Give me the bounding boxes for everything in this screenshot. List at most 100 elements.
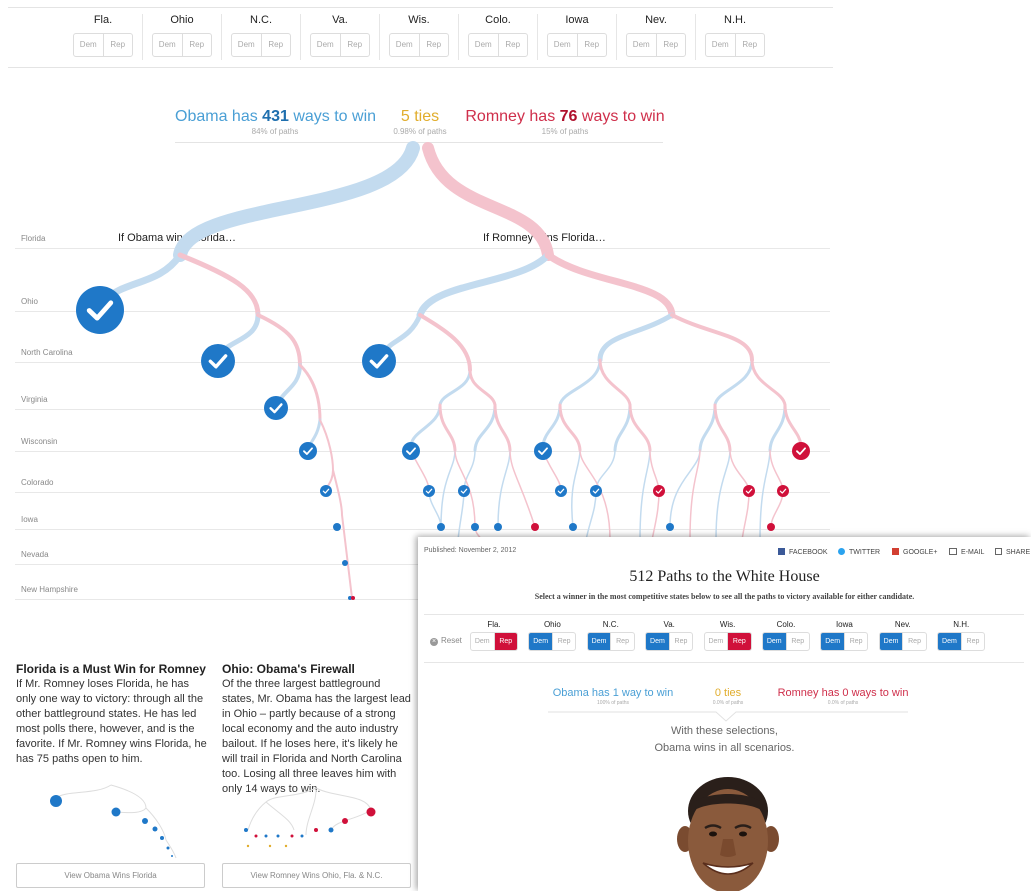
- share-link[interactable]: TWITTER: [838, 548, 880, 556]
- branch: [420, 315, 752, 370]
- state-label: Iowa: [815, 620, 873, 630]
- branch: [411, 360, 785, 450]
- toggle: DemRep: [587, 632, 635, 651]
- page: 512 Paths to the White House { "button_l…: [0, 0, 1031, 891]
- dem-button[interactable]: Dem: [471, 633, 494, 650]
- check-mark: [458, 485, 470, 497]
- summary-prefix: Romney has: [778, 687, 840, 699]
- rep-button[interactable]: Rep: [494, 633, 518, 650]
- summary-count: 0: [842, 687, 848, 699]
- check-mark: [201, 344, 235, 378]
- branch: [310, 420, 320, 445]
- branch: [222, 315, 258, 352]
- article-body: Of the three largest battleground states…: [222, 677, 414, 797]
- dem-button[interactable]: Dem: [880, 633, 903, 650]
- share-link[interactable]: SHARE: [995, 548, 1030, 556]
- rep-button[interactable]: Rep: [727, 633, 751, 650]
- toggle: DemRep: [762, 632, 810, 651]
- check-mark: [264, 396, 288, 420]
- summary-rule: [538, 709, 918, 723]
- toggle: DemRep: [470, 632, 518, 651]
- article-title: Ohio: Obama's Firewall: [222, 662, 414, 677]
- result-text: Obama wins in all scenarios.: [418, 742, 1031, 754]
- share-link[interactable]: GOOGLE+: [892, 548, 937, 556]
- reset-text: Reset: [441, 636, 462, 645]
- share-text: SHARE: [1006, 549, 1030, 556]
- article-body: If Mr. Romney loses Florida, he has only…: [16, 677, 212, 767]
- summary-share: 0.0% of paths: [698, 700, 758, 706]
- row-border: [424, 662, 1024, 663]
- panel-title: 512 Paths to the White House: [418, 568, 1031, 586]
- summary-suffix: way to win: [622, 687, 673, 699]
- dem-button[interactable]: Dem: [646, 633, 669, 650]
- state-label: Wis.: [699, 620, 757, 630]
- ties-summary: 0 ties 0.0% of paths: [698, 687, 758, 706]
- view-button[interactable]: View Romney Wins Ohio, Fla. & N.C.: [222, 863, 411, 888]
- summary-count: 0: [715, 687, 721, 699]
- article: Florida is a Must Win for Romney If Mr. …: [16, 662, 212, 767]
- dem-button[interactable]: Dem: [705, 633, 728, 650]
- branch: [258, 315, 300, 365]
- panel-subtitle: Select a winner in the most competitive …: [418, 592, 1031, 601]
- rep-button[interactable]: Rep: [786, 633, 810, 650]
- check-mark: [555, 485, 567, 497]
- dem-button[interactable]: Dem: [588, 633, 611, 650]
- rep-button[interactable]: Rep: [961, 633, 985, 650]
- check-mark: [299, 442, 317, 460]
- state: Iowa DemRep: [815, 620, 873, 651]
- state: Va. DemRep: [640, 620, 698, 651]
- share-text: FACEBOOK: [789, 549, 828, 556]
- summary-prefix: Obama has: [553, 687, 610, 699]
- dem-button[interactable]: Dem: [821, 633, 844, 650]
- state-label: Colo.: [757, 620, 815, 630]
- article-title: Florida is a Must Win for Romney: [16, 662, 212, 677]
- rep-button[interactable]: Rep: [844, 633, 868, 650]
- summary-suffix: ways to win: [852, 687, 909, 699]
- state-label: Va.: [640, 620, 698, 630]
- dem-button[interactable]: Dem: [529, 633, 552, 650]
- state-label: Fla.: [465, 620, 523, 630]
- check-mark: [423, 485, 435, 497]
- check-mark: [320, 485, 332, 497]
- summary-suffix: ties: [724, 687, 741, 699]
- branch: [320, 420, 352, 598]
- check-mark: [653, 485, 665, 497]
- check-mark: [590, 485, 602, 497]
- summary-count: 1: [613, 687, 619, 699]
- dem-button[interactable]: Dem: [938, 633, 961, 650]
- share-link[interactable]: FACEBOOK: [778, 548, 828, 556]
- state: N.H.DemRep: [932, 620, 990, 651]
- obama-summary: Obama has 1 way to win 100% of paths: [533, 687, 693, 706]
- share-link[interactable]: E-MAIL: [949, 548, 984, 556]
- branch: [428, 148, 548, 255]
- page-body: Fla.DemRepOhioDemRepN.C.DemRepVa.DemRepW…: [0, 0, 1031, 891]
- rep-button[interactable]: Rep: [902, 633, 926, 650]
- state-label: Nev.: [874, 620, 932, 630]
- check-mark: [76, 286, 124, 334]
- rep-button[interactable]: Rep: [669, 633, 693, 650]
- branch: [180, 255, 258, 315]
- dem-button[interactable]: Dem: [763, 633, 786, 650]
- check-mark: [792, 442, 810, 460]
- share-text: E-MAIL: [961, 549, 984, 556]
- state-label: Ohio: [523, 620, 581, 630]
- state: N.C. DemRep: [582, 620, 640, 651]
- branch: [420, 255, 548, 315]
- toggle: DemRep: [820, 632, 868, 651]
- overlay-panel: Published: November 2, 2012 FACEBOOK TWI…: [418, 537, 1031, 891]
- reset-button[interactable]: ×Reset: [430, 636, 462, 646]
- check-mark: [362, 344, 396, 378]
- branch: [180, 148, 413, 255]
- state: Nev. DemRep: [874, 620, 932, 651]
- summary-share: 100% of paths: [533, 700, 693, 706]
- state-label: N.C.: [582, 620, 640, 630]
- state: Wis. DemRep: [699, 620, 757, 651]
- rep-button[interactable]: Rep: [610, 633, 634, 650]
- view-button[interactable]: View Obama Wins Florida: [16, 863, 205, 888]
- result-text: With these selections,: [418, 725, 1031, 737]
- rep-button[interactable]: Rep: [552, 633, 576, 650]
